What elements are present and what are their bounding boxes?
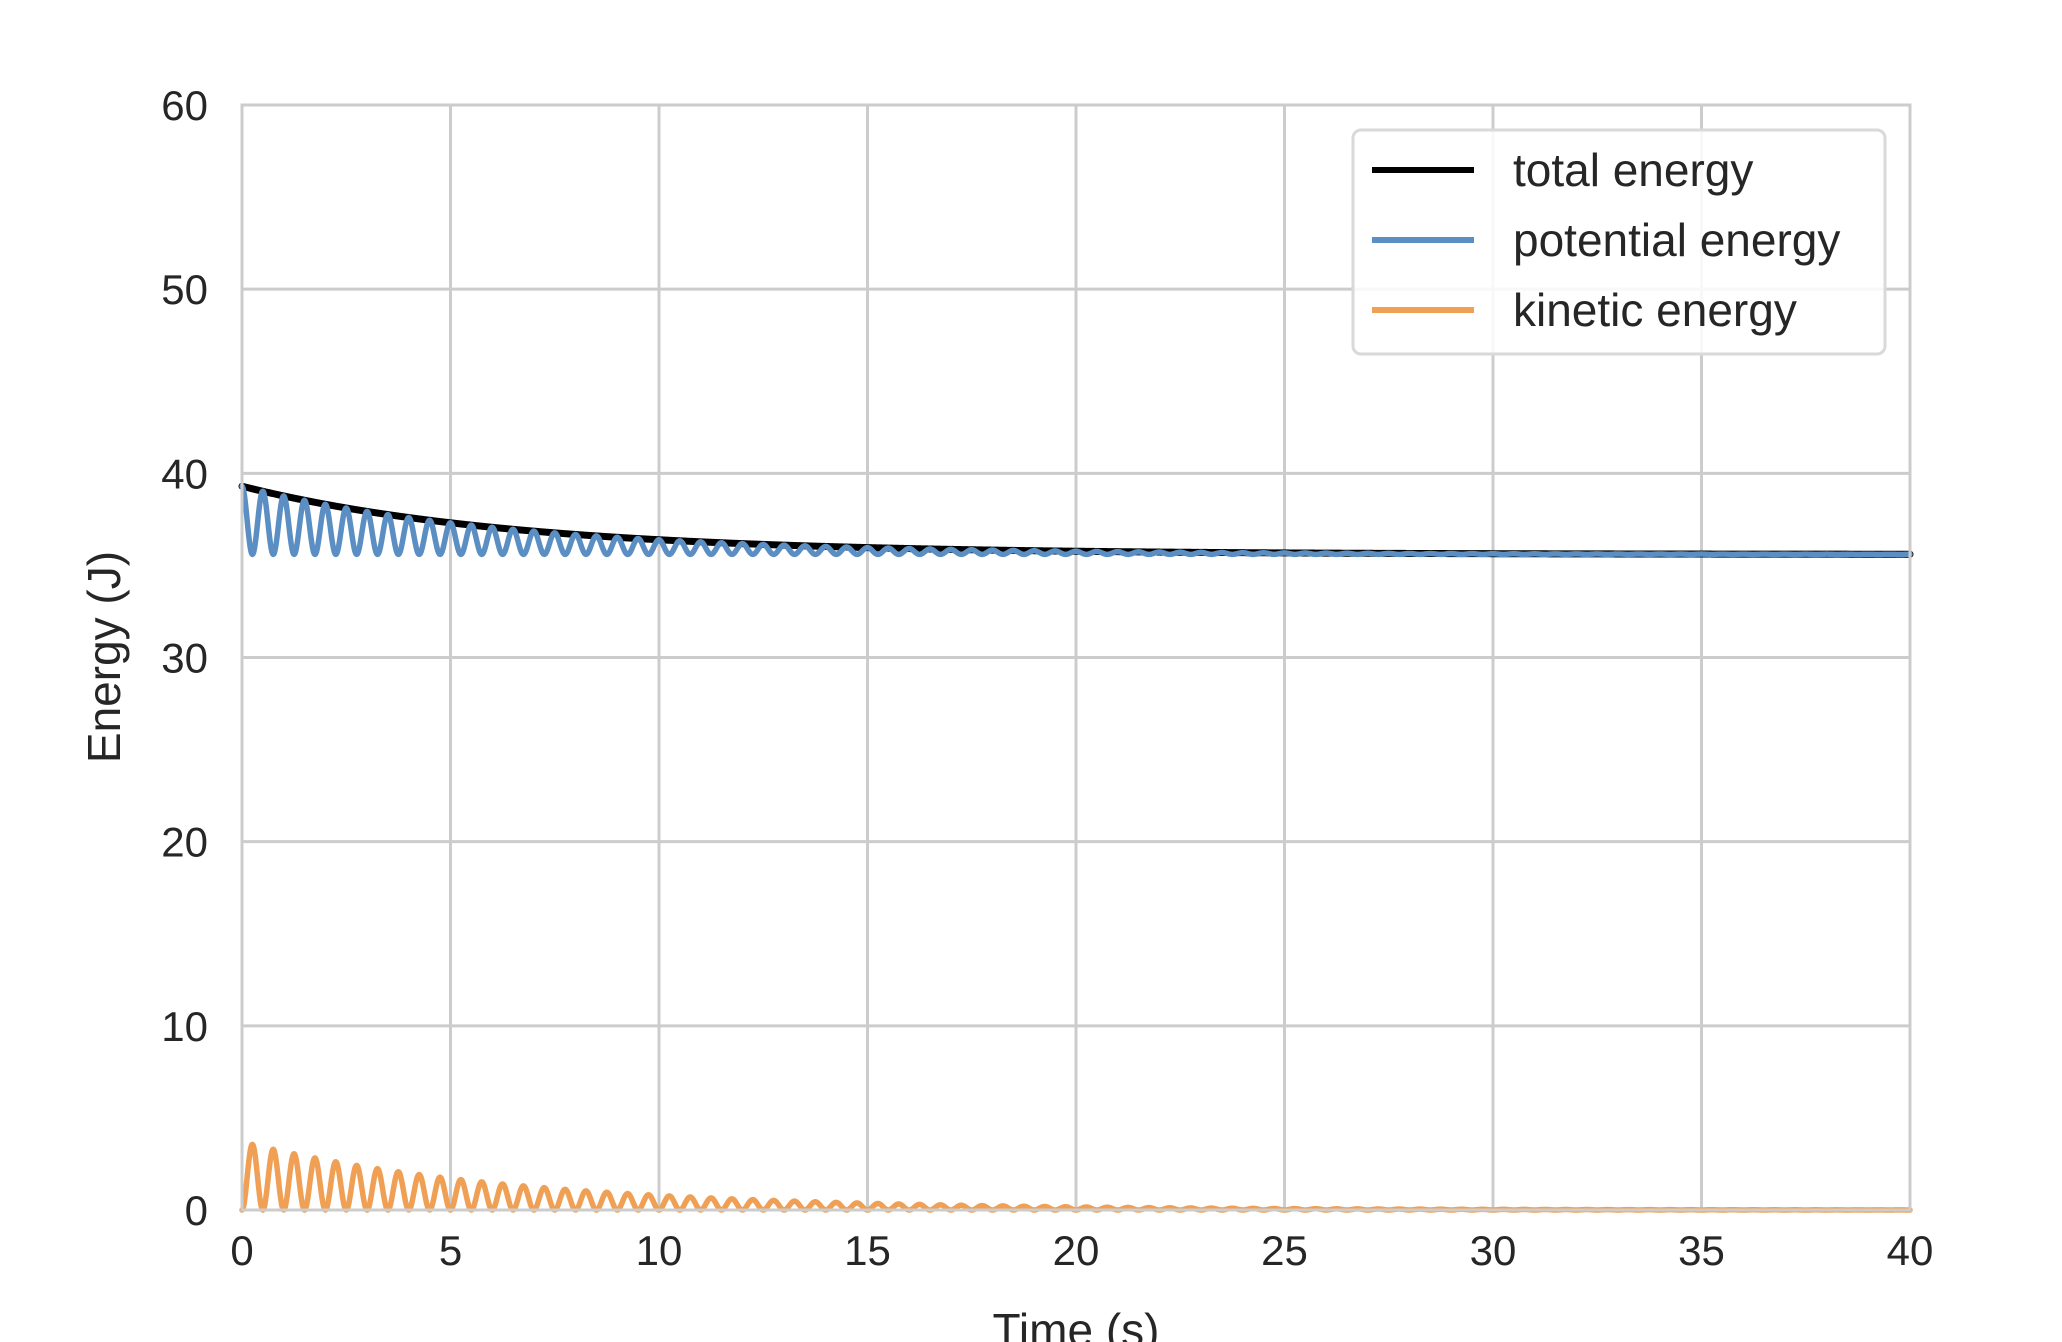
x-tick-label: 5 [439, 1227, 462, 1274]
y-tick-label: 40 [161, 450, 208, 497]
y-tick-label: 10 [161, 1003, 208, 1050]
legend: total energy potential energy kinetic ener… [1351, 128, 1887, 356]
legend-box [1351, 128, 1887, 356]
x-tick-label: 10 [636, 1227, 683, 1274]
y-tick-label: 30 [161, 635, 208, 682]
legend-label: potential energy [1513, 214, 1840, 266]
y-tick-label: 50 [161, 266, 208, 313]
x-tick-label: 30 [1470, 1227, 1517, 1274]
x-tick-label: 0 [230, 1227, 253, 1274]
x-tick-label: 40 [1887, 1227, 1934, 1274]
x-tick-label: 20 [1053, 1227, 1100, 1274]
y-tick-label: 0 [185, 1187, 208, 1234]
tick-labels: 0 5 10 15 20 25 30 35 40 0 10 20 30 40 50 60 [161, 82, 1933, 1274]
x-tick-label: 15 [844, 1227, 891, 1274]
legend-label: total energy [1513, 144, 1753, 196]
x-axis-label: Time (s) [993, 1304, 1160, 1342]
x-tick-label: 35 [1678, 1227, 1725, 1274]
x-tick-label: 25 [1261, 1227, 1308, 1274]
plot-frame [240, 103, 1912, 1212]
y-axis-label: Energy (J) [78, 551, 130, 763]
series-line-potential-energy [239, 483, 1913, 558]
y-tick-label: 60 [161, 82, 208, 129]
legend-label: kinetic energy [1513, 284, 1797, 336]
y-tick-label: 20 [161, 819, 208, 866]
